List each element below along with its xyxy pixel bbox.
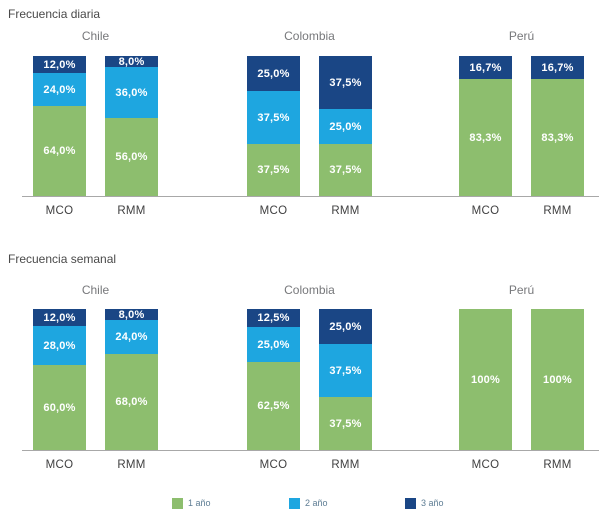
value-label: 8,0% <box>118 308 145 321</box>
legend-swatch-3-ano <box>405 497 416 509</box>
legend-item-1-ano: 1 año <box>172 497 211 509</box>
legend-swatch-1-ano <box>172 497 183 509</box>
bar-colombia-rmm-segment-1-ano-frecuencia-diaria: 37,5% <box>319 144 372 196</box>
value-label: 37,5% <box>329 417 362 430</box>
axis-label-mco-peru-frecuencia-semanal: MCO <box>471 459 500 471</box>
value-label: 8,0% <box>118 55 145 68</box>
chart-title-frecuencia-diaria: Frecuencia diaria <box>8 7 101 21</box>
value-label: 25,0% <box>329 120 362 133</box>
bar-chile-rmm-segment-1-ano-frecuencia-semanal: 68,0% <box>105 354 158 450</box>
bar-chile-rmm-segment-1-ano-frecuencia-diaria: 56,0% <box>105 118 158 196</box>
bar-colombia-rmm-segment-3-ano-frecuencia-semanal: 25,0% <box>319 309 372 344</box>
value-label: 36,0% <box>115 86 148 99</box>
value-label: 83,3% <box>469 131 502 144</box>
value-label: 37,5% <box>329 364 362 377</box>
country-label-peru-frecuencia-diaria: Perú <box>508 29 535 43</box>
bar-chile-mco-segment-1-ano-frecuencia-semanal: 60,0% <box>33 365 86 450</box>
value-label: 37,5% <box>257 111 290 124</box>
bar-peru-rmm-segment-1-ano-frecuencia-diaria: 83,3% <box>531 79 584 196</box>
axis-label-rmm-chile-frecuencia-diaria: RMM <box>117 205 146 217</box>
x-axis-line-frecuencia-diaria <box>22 196 599 197</box>
value-label: 28,0% <box>43 339 76 352</box>
legend-label: 2 año <box>305 498 328 508</box>
axis-label-rmm-peru-frecuencia-diaria: RMM <box>543 205 572 217</box>
country-label-colombia-frecuencia-diaria: Colombia <box>284 29 335 43</box>
x-axis-line-frecuencia-semanal <box>22 450 599 451</box>
value-label: 12,5% <box>257 312 290 324</box>
bar-colombia-rmm-segment-2-ano-frecuencia-semanal: 37,5% <box>319 344 372 397</box>
bar-colombia-rmm-segment-2-ano-frecuencia-diaria: 25,0% <box>319 109 372 144</box>
country-label-peru-frecuencia-semanal: Perú <box>508 283 535 297</box>
bar-chile-rmm-segment-2-ano-frecuencia-diaria: 36,0% <box>105 67 158 118</box>
value-label: 56,0% <box>115 151 148 163</box>
chart-title-frecuencia-semanal: Frecuencia semanal <box>8 252 117 266</box>
legend-label: 3 año <box>421 498 444 508</box>
value-label: 62,5% <box>257 400 290 412</box>
bar-colombia-rmm-segment-3-ano-frecuencia-diaria: 37,5% <box>319 56 372 109</box>
value-label: 37,5% <box>329 76 362 89</box>
value-label: 24,0% <box>115 331 148 343</box>
axis-label-mco-peru-frecuencia-diaria: MCO <box>471 205 500 217</box>
value-label: 25,0% <box>257 67 290 80</box>
axis-label-mco-colombia-frecuencia-semanal: MCO <box>259 459 288 471</box>
bar-chile-rmm-segment-3-ano-frecuencia-diaria: 8,0% <box>105 55 158 68</box>
bar-chile-mco-segment-2-ano-frecuencia-diaria: 24,0% <box>33 73 86 106</box>
bar-colombia-mco-segment-3-ano-frecuencia-semanal: 12,5% <box>247 309 300 327</box>
value-label: 25,0% <box>329 320 362 333</box>
bar-colombia-mco-segment-3-ano-frecuencia-diaria: 25,0% <box>247 56 300 91</box>
value-label: 25,0% <box>257 338 290 351</box>
bar-colombia-mco-segment-1-ano-frecuencia-diaria: 37,5% <box>247 144 300 196</box>
country-label-chile-frecuencia-semanal: Chile <box>81 283 110 297</box>
bar-peru-mco-segment-1-ano-frecuencia-semanal: 100% <box>459 309 512 450</box>
axis-label-mco-chile-frecuencia-diaria: MCO <box>45 205 74 217</box>
value-label: 83,3% <box>541 131 574 144</box>
bar-peru-rmm-segment-3-ano-frecuencia-diaria: 16,7% <box>531 56 584 79</box>
value-label: 37,5% <box>329 164 362 176</box>
value-label: 60,0% <box>43 401 76 414</box>
value-label: 64,0% <box>43 145 76 157</box>
value-label: 16,7% <box>469 61 502 74</box>
bar-peru-rmm-segment-1-ano-frecuencia-semanal: 100% <box>531 309 584 450</box>
bar-colombia-mco-segment-2-ano-frecuencia-diaria: 37,5% <box>247 91 300 144</box>
value-label: 37,5% <box>257 164 290 176</box>
legend-swatch-2-ano <box>289 497 300 509</box>
value-label: 12,0% <box>43 311 76 324</box>
axis-label-mco-colombia-frecuencia-diaria: MCO <box>259 205 288 217</box>
legend-item-2-ano: 2 año <box>289 497 328 509</box>
bar-colombia-mco-segment-1-ano-frecuencia-semanal: 62,5% <box>247 362 300 450</box>
bar-colombia-rmm-segment-1-ano-frecuencia-semanal: 37,5% <box>319 397 372 450</box>
bar-chile-mco-segment-1-ano-frecuencia-diaria: 64,0% <box>33 106 86 196</box>
value-label: 12,0% <box>43 58 76 71</box>
value-label: 100% <box>543 373 572 386</box>
legend-item-3-ano: 3 año <box>405 497 444 509</box>
bar-chile-mco-segment-3-ano-frecuencia-semanal: 12,0% <box>33 309 86 326</box>
bar-chile-mco-segment-2-ano-frecuencia-semanal: 28,0% <box>33 326 86 365</box>
value-label: 24,0% <box>43 83 76 96</box>
bar-peru-mco-segment-1-ano-frecuencia-diaria: 83,3% <box>459 79 512 196</box>
axis-label-rmm-colombia-frecuencia-semanal: RMM <box>331 459 360 471</box>
axis-label-rmm-chile-frecuencia-semanal: RMM <box>117 459 146 471</box>
axis-label-rmm-colombia-frecuencia-diaria: RMM <box>331 205 360 217</box>
axis-label-mco-chile-frecuencia-semanal: MCO <box>45 459 74 471</box>
bar-chile-mco-segment-3-ano-frecuencia-diaria: 12,0% <box>33 56 86 73</box>
legend-label: 1 año <box>188 498 211 508</box>
country-label-colombia-frecuencia-semanal: Colombia <box>284 283 335 297</box>
country-label-chile-frecuencia-diaria: Chile <box>81 29 110 43</box>
value-label: 16,7% <box>541 61 574 74</box>
bar-peru-mco-segment-3-ano-frecuencia-diaria: 16,7% <box>459 56 512 79</box>
axis-label-rmm-peru-frecuencia-semanal: RMM <box>543 459 572 471</box>
bar-chile-rmm-segment-3-ano-frecuencia-semanal: 8,0% <box>105 308 158 321</box>
bar-chile-rmm-segment-2-ano-frecuencia-semanal: 24,0% <box>105 320 158 354</box>
value-label: 68,0% <box>115 396 148 408</box>
bar-colombia-mco-segment-2-ano-frecuencia-semanal: 25,0% <box>247 327 300 362</box>
value-label: 100% <box>471 373 500 386</box>
